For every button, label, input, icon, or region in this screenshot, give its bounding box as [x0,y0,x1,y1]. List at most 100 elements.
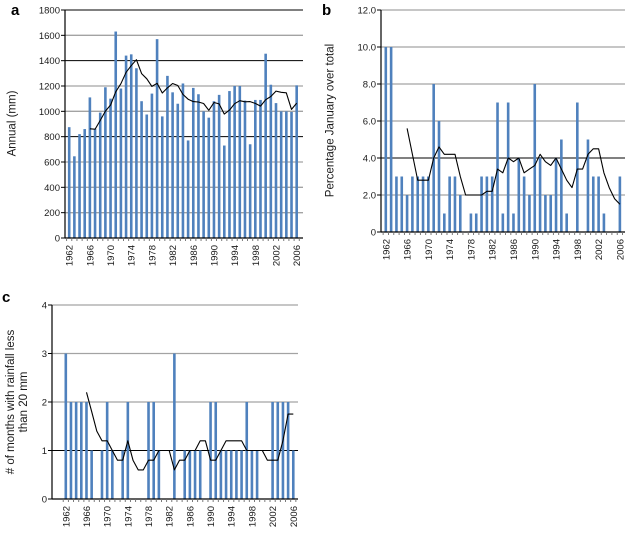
y-tick-label-c-2: 2 [42,398,47,409]
bar-b-1993 [549,195,553,232]
bar-c-2003 [276,402,280,499]
bar-b-1984 [501,213,505,232]
x-tick-label-a-1990: 1990 [209,245,220,266]
x-tick-label-c-1998: 1998 [247,506,258,527]
bar-a-1994 [233,86,236,238]
bar-c-2006 [291,450,295,499]
y-tick-label-b-4: 4.0 [363,154,376,165]
x-tick-label-c-1994: 1994 [227,506,238,527]
x-tick-label-b-1970: 1970 [424,239,435,260]
y-tick-label-b-10: 10.0 [358,43,377,54]
bar-b-1963 [389,47,393,232]
bar-a-1987 [197,94,200,238]
bar-a-1965 [83,129,87,238]
bar-c-1970 [105,402,109,499]
bar-a-1996 [243,100,247,238]
bar-b-1966 [405,195,409,232]
bar-c-1986 [188,450,192,499]
bar-b-1979 [474,213,478,232]
bar-c-2005 [286,402,290,499]
x-tick-label-a-1970: 1970 [106,245,117,266]
x-tick-label-b-1994: 1994 [552,239,563,260]
x-tick-label-a-1978: 1978 [147,245,158,266]
x-tick-label-a-1966: 1966 [85,245,96,266]
bar-b-2000 [586,139,590,232]
y-tick-label-a-200: 200 [44,208,60,219]
bar-b-1990 [533,84,537,232]
y-axis-label-c-line1: # of months with rainfall less [5,329,17,475]
bar-b-1967 [411,176,414,232]
bar-a-1962 [67,127,71,238]
bar-b-1992 [544,195,547,232]
y-axis-label-a: Annual (mm) [7,24,20,224]
bar-b-1972 [437,121,441,232]
bar-c-1965 [80,402,83,499]
x-tick-label-b-1962: 1962 [381,239,392,260]
y-axis-label-c-line2: than 20 mm [18,371,30,433]
bar-c-1999 [255,450,259,499]
x-tick-label-b-2002: 2002 [594,239,605,260]
y-tick-label-c-3: 3 [42,349,47,360]
y-tick-label-a-1400: 1400 [39,56,60,67]
x-tick-label-c-1986: 1986 [185,506,196,527]
x-tick-label-c-1970: 1970 [103,506,114,527]
bar-c-1964 [74,402,78,499]
bar-c-1978 [147,402,150,499]
bar-c-1969 [100,450,104,499]
bar-b-1994 [554,158,558,232]
bar-a-2004 [285,111,288,238]
bar-a-1963 [73,156,76,238]
x-tick-label-b-1998: 1998 [573,239,584,260]
x-tick-label-a-2006: 2006 [292,245,303,266]
bar-b-1976 [458,195,462,232]
bar-a-1985 [186,140,190,238]
bar-a-1988 [202,111,205,238]
x-tick-label-b-1990: 1990 [530,239,541,260]
x-tick-label-a-2002: 2002 [272,245,283,266]
bar-a-2000 [264,53,267,239]
y-tick-label-c-4: 4 [42,301,47,312]
bar-c-1990 [209,402,212,499]
bar-c-1987 [193,450,197,499]
bar-a-1984 [181,83,185,238]
bar-b-1995 [560,139,563,232]
bar-c-2004 [281,402,285,499]
panel-letter-c: c [2,289,11,306]
bar-b-1975 [453,176,457,232]
trend-line-a [89,59,298,130]
bar-b-1991 [538,158,542,232]
bar-a-1989 [207,117,211,238]
y-axis-label-b-text: Percentage January over total [324,43,337,198]
bar-a-1976 [140,101,143,238]
x-tick-label-c-2002: 2002 [268,506,279,527]
x-tick-label-b-1974: 1974 [445,239,456,260]
bar-a-1980 [160,116,164,238]
bar-a-1968 [98,112,102,238]
bar-b-1964 [395,176,398,232]
bar-b-1969 [421,176,425,232]
bar-b-1965 [400,176,404,232]
bar-b-1970 [427,176,430,232]
bar-a-2006 [295,85,298,238]
bar-a-1977 [145,114,149,238]
panel-letter-a: a [11,2,20,19]
y-axis-label-c: # of months with rainfall less than 20 m… [5,302,31,502]
bar-a-1970 [109,98,112,239]
y-axis-label-a-text: Annual (mm) [6,90,19,157]
y-tick-label-b-12: 12.0 [358,6,377,17]
bar-c-1983 [173,353,176,499]
bar-a-1975 [135,68,138,239]
bar-b-1981 [485,176,489,232]
y-tick-label-b-8: 8.0 [363,80,376,91]
x-tick-label-b-1966: 1966 [403,239,414,260]
y-tick-label-a-1000: 1000 [39,107,60,118]
bar-a-1971 [114,31,118,239]
y-tick-label-a-600: 600 [44,158,60,169]
bar-a-1967 [93,129,97,238]
bar-b-1974 [448,176,451,232]
x-tick-label-a-1974: 1974 [127,245,138,266]
x-tick-label-c-1966: 1966 [82,506,93,527]
bar-a-1983 [176,103,180,238]
y-tick-label-a-1200: 1200 [39,82,60,93]
bar-c-1996 [240,450,243,499]
